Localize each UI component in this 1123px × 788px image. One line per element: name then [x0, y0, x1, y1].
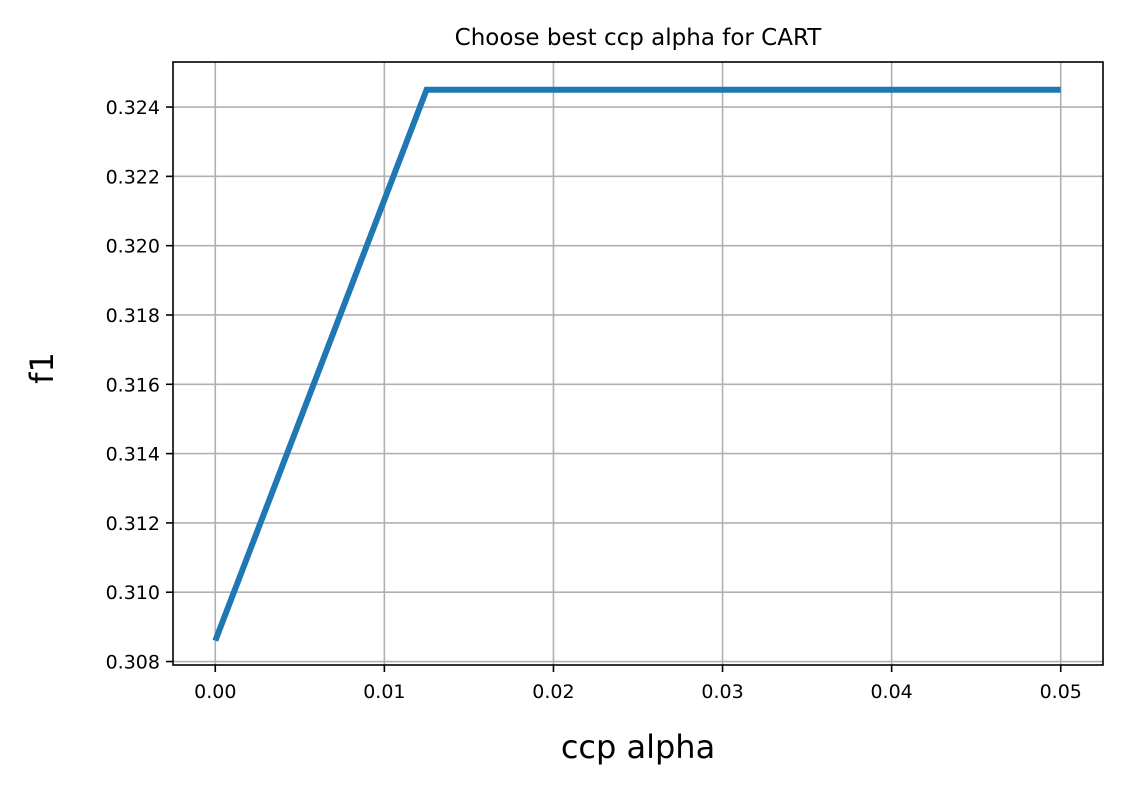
x-tick-label: 0.03 [701, 681, 743, 703]
x-tick-label: 0.05 [1040, 681, 1082, 703]
y-tick-label: 0.312 [106, 513, 160, 535]
grid [173, 62, 1103, 665]
y-axis: 0.308 0.310 0.312 0.314 0.316 0.318 0.320 0.322… [106, 97, 173, 674]
x-tick-label: 0.00 [194, 681, 236, 703]
y-tick-label: 0.322 [106, 166, 160, 188]
y-tick-label: 0.308 [106, 652, 160, 674]
x-tick-label: 0.04 [870, 681, 912, 703]
series-layer [212, 86, 1061, 642]
x-tick-label: 0.01 [363, 681, 405, 703]
x-axis-title: ccp alpha [561, 728, 715, 766]
y-axis-title: f1 [23, 352, 61, 384]
y-tick-label: 0.316 [106, 374, 160, 396]
y-tick-label: 0.324 [106, 97, 160, 119]
x-axis: 0.00 0.01 0.02 0.03 0.04 0.05 [194, 665, 1082, 703]
y-tick-label: 0.318 [106, 305, 160, 327]
plot-frame [172, 61, 1104, 666]
series-line-0 [212, 86, 1061, 642]
y-tick-label: 0.320 [106, 236, 160, 258]
y-tick-label: 0.310 [106, 582, 160, 604]
x-tick-label: 0.02 [532, 681, 574, 703]
chart-title: Choose best ccp alpha for CART [455, 25, 823, 51]
y-tick-label: 0.314 [106, 444, 160, 466]
